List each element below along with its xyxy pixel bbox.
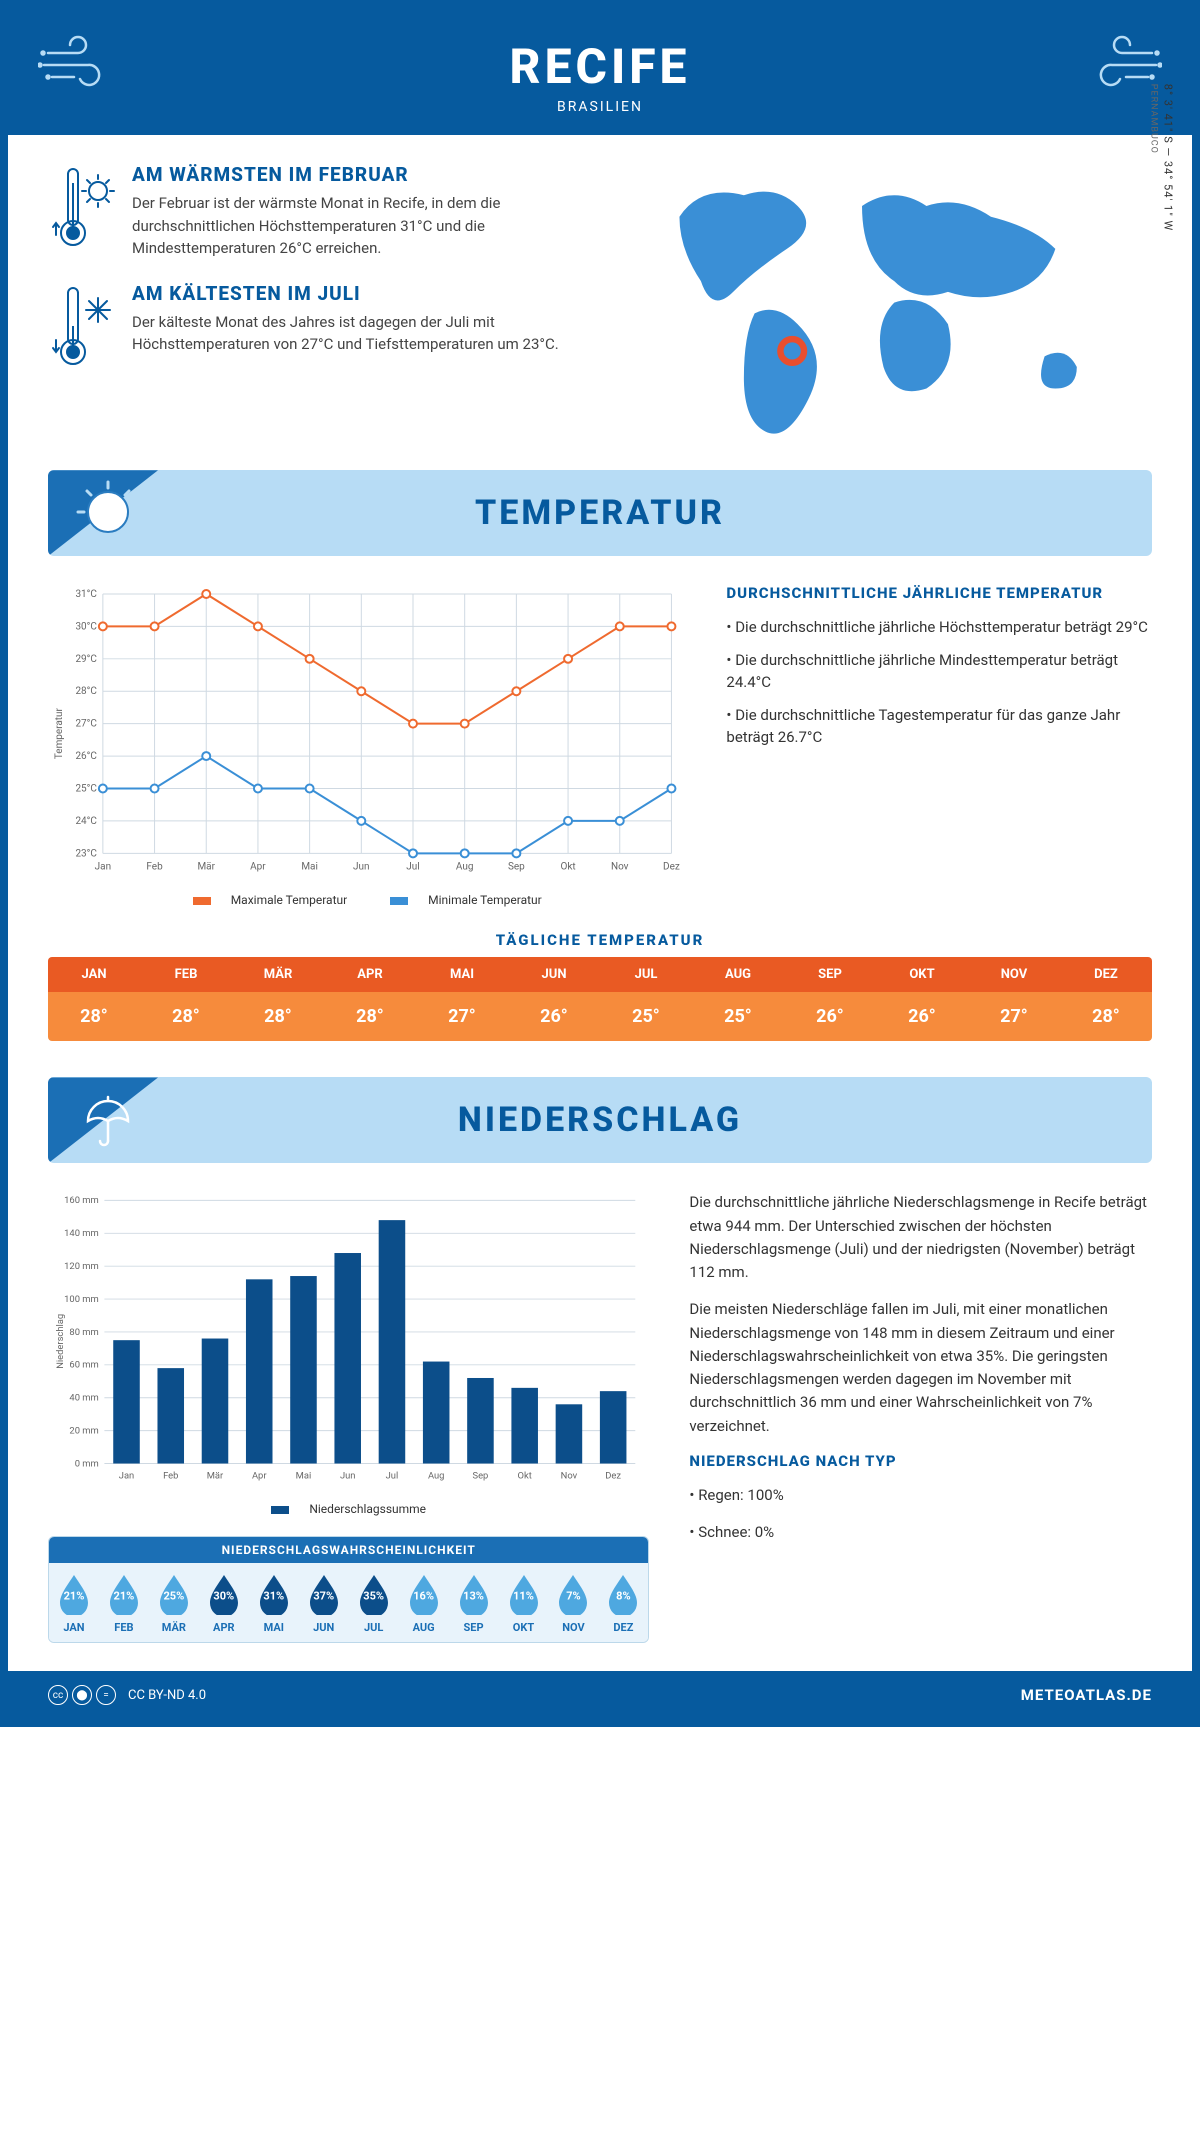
coldest-title: AM KÄLTESTEN IM JULI (132, 282, 585, 305)
svg-text:Feb: Feb (163, 1471, 178, 1482)
sun-icon (76, 480, 140, 544)
coordinates: 8° 3' 41" S — 34° 54' 1" W PERNAMBUCO (1148, 83, 1174, 230)
svg-text:Nov: Nov (561, 1471, 578, 1482)
svg-text:Apr: Apr (252, 1471, 267, 1482)
intro-row: AM WÄRMSTEN IM FEBRUAR Der Februar ist d… (48, 163, 1152, 446)
svg-text:Aug: Aug (428, 1471, 445, 1482)
svg-text:Mai: Mai (296, 1471, 312, 1482)
brand: METEOATLAS.DE (1021, 1686, 1152, 1704)
probability-title: NIEDERSCHLAGSWAHRSCHEINLICHKEIT (49, 1537, 648, 1563)
content: AM WÄRMSTEN IM FEBRUAR Der Februar ist d… (8, 135, 1192, 1671)
svg-text:Okt: Okt (560, 862, 575, 873)
svg-text:27°C: 27°C (75, 719, 97, 730)
svg-text:Mär: Mär (207, 1471, 224, 1482)
svg-text:80 mm: 80 mm (69, 1327, 98, 1338)
precipitation-banner: NIEDERSCHLAG (48, 1077, 1152, 1163)
svg-text:Jun: Jun (353, 862, 370, 873)
precip-legend: Niederschlagssumme (48, 1502, 649, 1516)
precip-type-title: NIEDERSCHLAG NACH TYP (689, 1452, 1152, 1470)
svg-text:100 mm: 100 mm (64, 1294, 99, 1305)
world-map: 8° 3' 41" S — 34° 54' 1" W PERNAMBUCO (615, 163, 1152, 446)
svg-text:23°C: 23°C (75, 849, 97, 860)
temp-legend: Maximale Temperatur Minimale Temperatur (48, 893, 686, 907)
svg-text:0 mm: 0 mm (75, 1459, 99, 1470)
svg-text:20 mm: 20 mm (69, 1426, 98, 1437)
avg-temp-title: DURCHSCHNITTLICHE JÄHRLICHE TEMPERATUR (726, 584, 1152, 602)
svg-text:Sep: Sep (508, 862, 525, 873)
precip-type-bullets: Regen: 100%Schnee: 0% (689, 1484, 1152, 1545)
svg-text:Niederschlag: Niederschlag (55, 1314, 66, 1369)
warmest-text: Der Februar ist der wärmste Monat in Rec… (132, 192, 585, 260)
svg-text:Jul: Jul (386, 1471, 399, 1482)
svg-text:160 mm: 160 mm (64, 1196, 99, 1207)
svg-text:Nov: Nov (611, 862, 629, 873)
svg-text:Mär: Mär (197, 862, 215, 873)
temperature-line-chart: 23°C 24°C 25°C 26°C 27°C 28°C 29°C 30°C 31°C Jan F… (48, 584, 686, 883)
svg-text:60 mm: 60 mm (69, 1360, 98, 1371)
umbrella-icon (76, 1087, 140, 1151)
temperature-banner: TEMPERATUR (48, 470, 1152, 556)
wind-icon (38, 33, 118, 93)
svg-text:31°C: 31°C (75, 589, 97, 600)
license: cc⬤= CC BY-ND 4.0 (48, 1685, 206, 1705)
svg-text:Jan: Jan (95, 862, 111, 873)
page-subtitle: BRASILIEN (28, 99, 1172, 115)
svg-text:Dez: Dez (663, 862, 680, 873)
precipitation-title: NIEDERSCHLAG (48, 1100, 1152, 1140)
coldest-block: AM KÄLTESTEN IM JULI Der kälteste Monat … (48, 282, 585, 376)
thermometer-cold-icon (48, 282, 116, 372)
svg-text:Sep: Sep (473, 1471, 489, 1482)
svg-text:30°C: 30°C (75, 622, 97, 633)
thermometer-hot-icon (48, 163, 116, 253)
header: RECIFE BRASILIEN (8, 8, 1192, 135)
svg-text:Apr: Apr (250, 862, 266, 873)
temperature-title: TEMPERATUR (48, 493, 1152, 533)
svg-text:25°C: 25°C (75, 784, 97, 795)
precipitation-bar-chart: 0 mm 20 mm 40 mm 60 mm 80 mm 100 mm 120 mm 140 … (48, 1191, 649, 1492)
svg-text:Feb: Feb (146, 862, 163, 873)
svg-text:140 mm: 140 mm (64, 1229, 99, 1240)
svg-text:Mai: Mai (301, 862, 318, 873)
svg-text:120 mm: 120 mm (64, 1261, 99, 1272)
svg-text:Jan: Jan (119, 1471, 134, 1482)
svg-text:28°C: 28°C (75, 686, 97, 697)
svg-text:Aug: Aug (456, 862, 474, 873)
warmest-block: AM WÄRMSTEN IM FEBRUAR Der Februar ist d… (48, 163, 585, 260)
svg-text:24°C: 24°C (75, 816, 97, 827)
page-title: RECIFE (28, 38, 1172, 95)
daily-temp-table: JANFEBMÄRAPRMAIJUNJULAUGSEPOKTNOVDEZ28°2… (48, 957, 1152, 1041)
precip-text-2: Die meisten Niederschläge fallen im Juli… (689, 1298, 1152, 1438)
svg-text:Okt: Okt (518, 1471, 532, 1482)
daily-temp-title: TÄGLICHE TEMPERATUR (48, 931, 1152, 949)
warmest-title: AM WÄRMSTEN IM FEBRUAR (132, 163, 585, 186)
svg-text:40 mm: 40 mm (69, 1393, 98, 1404)
coldest-text: Der kälteste Monat des Jahres ist dagege… (132, 311, 585, 356)
probability-box: NIEDERSCHLAGSWAHRSCHEINLICHKEIT 21%JAN21… (48, 1536, 649, 1643)
precip-text-1: Die durchschnittliche jährliche Niedersc… (689, 1191, 1152, 1284)
footer: cc⬤= CC BY-ND 4.0 METEOATLAS.DE (8, 1671, 1192, 1719)
svg-text:26°C: 26°C (75, 751, 97, 762)
world-map-icon (615, 163, 1152, 442)
avg-temp-bullets: Die durchschnittliche jährliche Höchstte… (726, 616, 1152, 749)
svg-text:Jul: Jul (406, 862, 419, 873)
svg-text:29°C: 29°C (75, 654, 97, 665)
svg-text:Jun: Jun (340, 1471, 356, 1482)
svg-text:Temperatur: Temperatur (54, 708, 65, 760)
svg-text:Dez: Dez (605, 1471, 621, 1482)
infographic-page: RECIFE BRASILIEN (0, 0, 1200, 1727)
